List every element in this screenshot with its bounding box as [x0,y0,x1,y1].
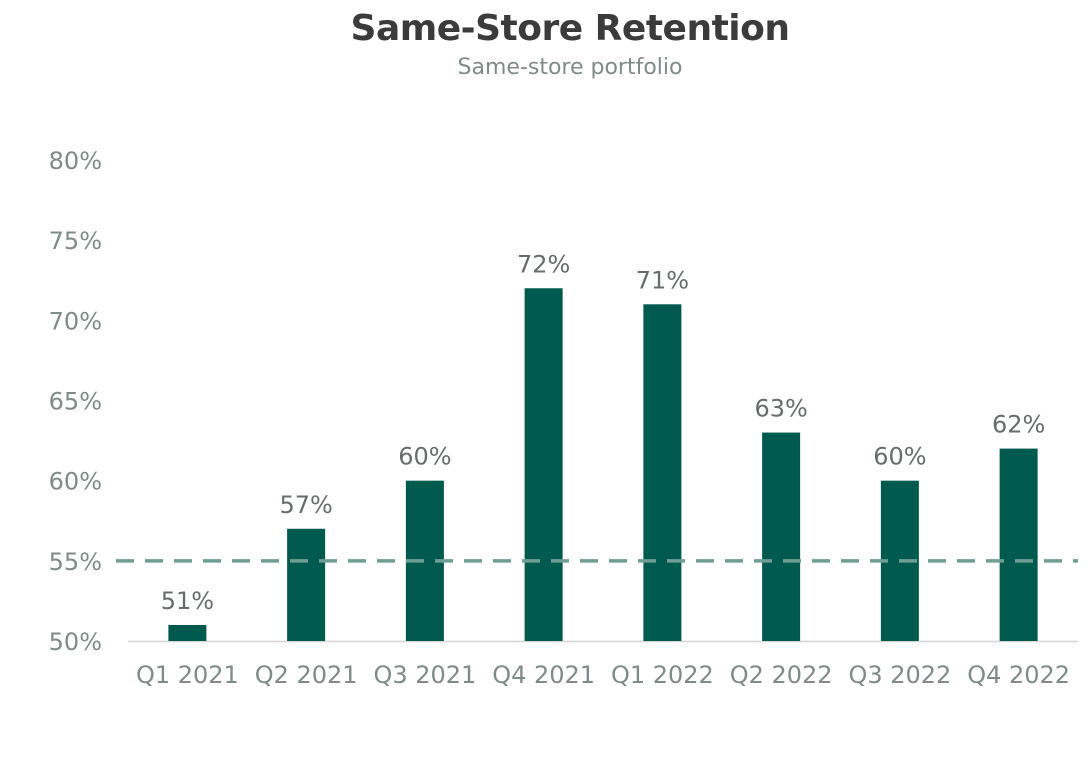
y-tick-label: 70% [49,307,102,335]
data-label: 72% [517,250,570,278]
data-label: 60% [873,443,926,471]
x-tick-label: Q4 2021 [492,661,595,689]
x-tick-label: Q2 2021 [255,661,358,689]
bar [762,432,801,641]
data-label: 63% [754,395,807,423]
y-tick-label: 75% [49,227,102,255]
bar [168,624,207,641]
data-label: 71% [636,266,689,294]
chart-subtitle: Same-store portfolio [457,55,683,80]
x-tick-label: Q3 2021 [373,661,476,689]
chart-title: Same-Store Retention [350,8,790,49]
x-tick-label: Q3 2022 [848,661,951,689]
y-tick-label: 65% [49,388,102,416]
bar [287,528,326,641]
x-tick-label: Q1 2021 [136,661,239,689]
bar [999,448,1038,641]
data-label: 57% [279,491,332,519]
data-label: 62% [992,411,1045,439]
data-label: 60% [398,443,451,471]
y-tick-label: 50% [49,628,102,656]
y-tick-label: 55% [49,548,102,576]
bar [643,304,682,641]
x-tick-label: Q2 2022 [730,661,833,689]
x-tick-label: Q4 2022 [967,661,1070,689]
data-label: 51% [161,587,214,615]
y-tick-label: 60% [49,468,102,496]
x-tick-label: Q1 2022 [611,661,714,689]
y-tick-label: 80% [49,147,102,175]
bar [524,288,563,641]
